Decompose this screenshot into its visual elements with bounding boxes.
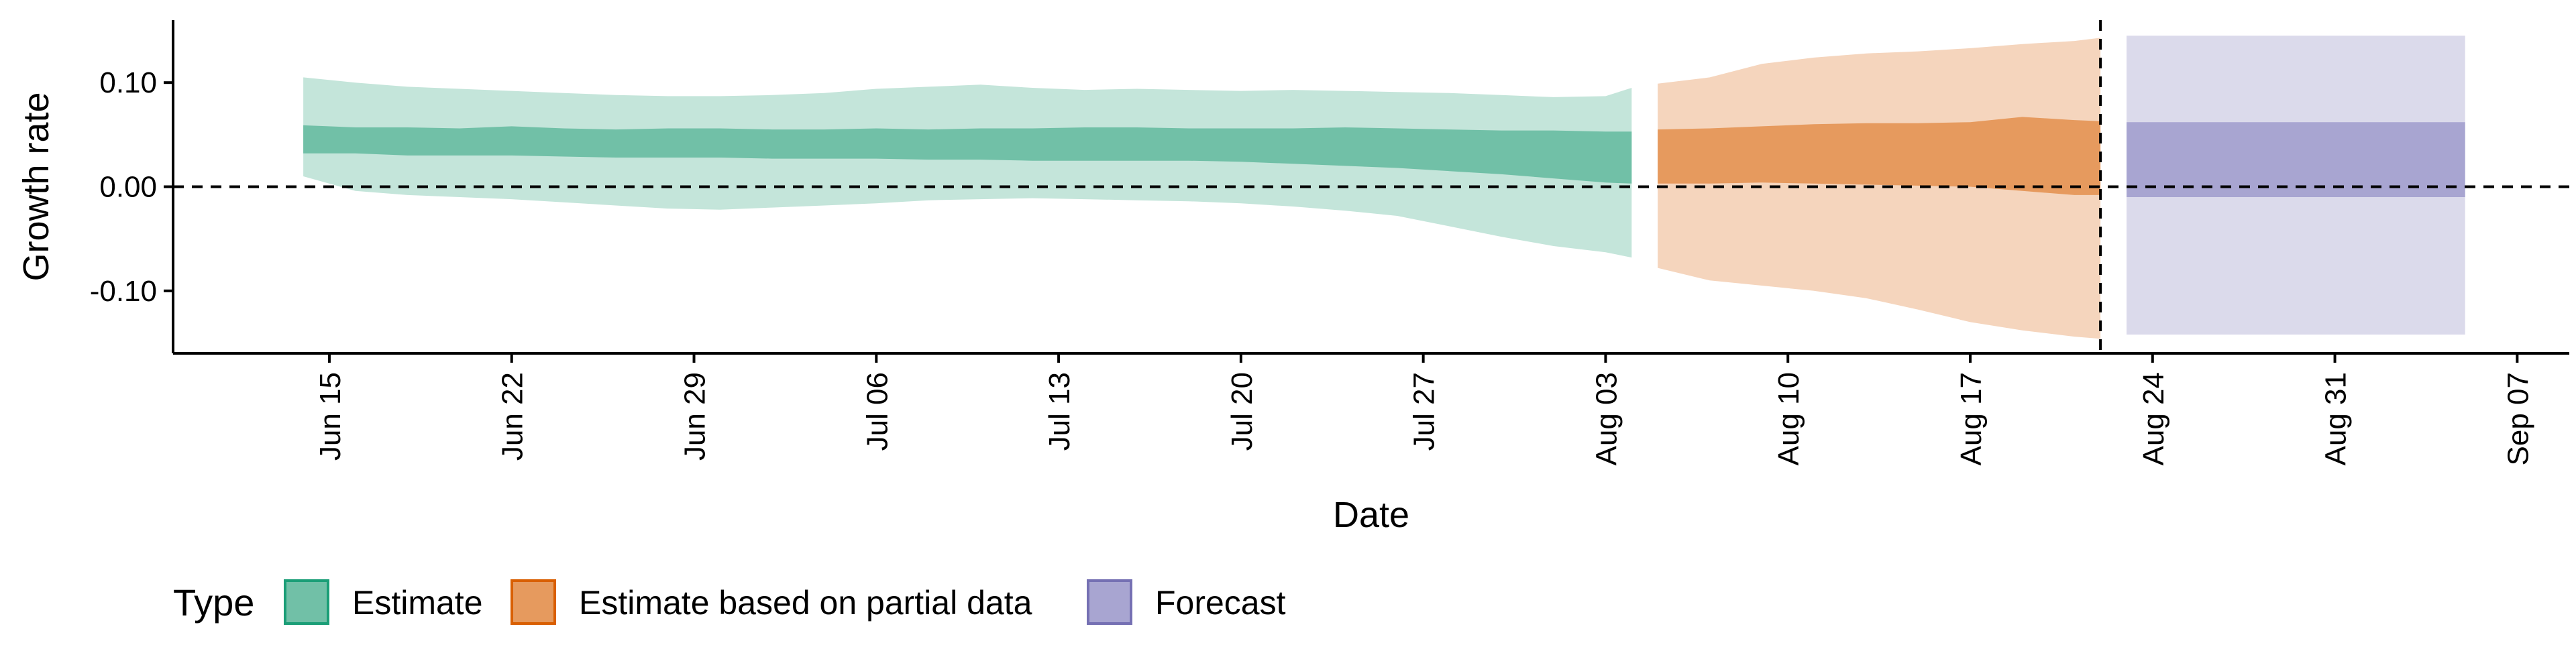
legend-title: Type xyxy=(173,581,254,624)
band-inner-forecast xyxy=(2127,122,2465,197)
x-tick-label: Aug 10 xyxy=(1772,372,1805,465)
legend-key-estimate xyxy=(284,579,329,625)
y-axis-title: Growth rate xyxy=(16,92,56,281)
axes: 0.10 0.00 -0.10 Jun 15 Jun 22 Jun 29 Jul 06 Jul… xyxy=(90,20,2569,465)
x-tick-label: Sep 07 xyxy=(2502,372,2534,465)
band-outer-estimate xyxy=(303,77,1632,258)
y-tick-label: 0.10 xyxy=(99,66,157,99)
x-tick-label: Jun 22 xyxy=(496,372,529,461)
legend-label-forecast: Forecast xyxy=(1155,584,1286,622)
x-tick-label: Jun 15 xyxy=(314,372,347,461)
band-inner-estimate-based-on-partial-data xyxy=(1658,117,2101,195)
legend-label-estimate: Estimate xyxy=(352,584,483,622)
band-outer-estimate-based-on-partial-data xyxy=(1658,38,2101,339)
reference-lines xyxy=(173,20,2569,353)
legend-key-estimate-based-on-partial-data xyxy=(511,579,556,625)
legend-key-forecast xyxy=(1087,579,1132,625)
y-tick-label: -0.10 xyxy=(90,275,157,308)
bands-layer xyxy=(303,36,2465,339)
x-tick-label: Aug 24 xyxy=(2137,372,2170,465)
x-axis-title: Date xyxy=(1333,495,1409,535)
x-tick-label: Aug 31 xyxy=(2320,372,2353,465)
x-tick-label: Aug 17 xyxy=(1955,372,1988,465)
x-tick-label: Jul 20 xyxy=(1226,372,1258,451)
x-tick-label: Aug 03 xyxy=(1590,372,1623,465)
x-tick-label: Jul 27 xyxy=(1408,372,1441,451)
x-tick-label: Jul 06 xyxy=(861,372,894,451)
legend-label-estimate-based-on-partial-data: Estimate based on partial data xyxy=(579,584,1032,622)
band-inner-estimate xyxy=(303,125,1632,184)
x-tick-label: Jun 29 xyxy=(679,372,712,461)
y-tick-label: 0.00 xyxy=(99,171,157,204)
x-tick-label: Jul 13 xyxy=(1043,372,1076,451)
legend: Type Estimate Estimate based on partial d… xyxy=(173,579,1286,625)
